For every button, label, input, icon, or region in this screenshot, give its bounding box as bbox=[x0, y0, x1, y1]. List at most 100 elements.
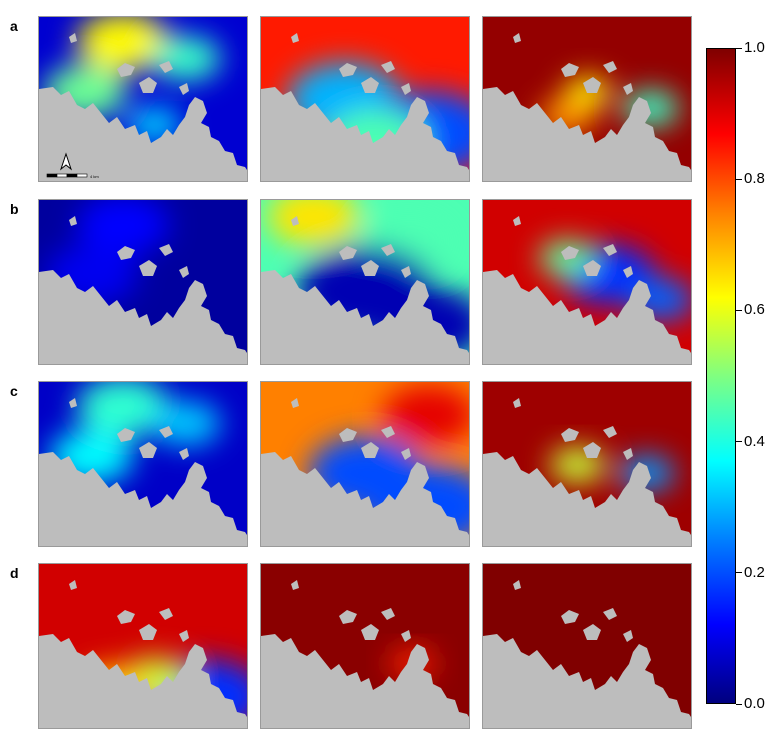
land-mass bbox=[261, 87, 469, 181]
island bbox=[179, 83, 189, 95]
island bbox=[139, 260, 157, 276]
island bbox=[561, 63, 579, 77]
island bbox=[603, 61, 617, 73]
island bbox=[401, 83, 411, 95]
land-mass bbox=[261, 270, 469, 364]
island bbox=[603, 608, 617, 620]
colorbar-tick bbox=[736, 441, 742, 443]
heatmap-hotspot bbox=[382, 385, 469, 446]
land-mass bbox=[39, 452, 247, 546]
island bbox=[69, 33, 77, 43]
island bbox=[339, 63, 357, 77]
colorbar-tick bbox=[736, 47, 742, 49]
land-mass bbox=[39, 87, 247, 181]
scale-bar-label: 4 km bbox=[90, 174, 99, 179]
heatmap-panel-b2 bbox=[260, 199, 470, 365]
island bbox=[513, 580, 521, 590]
heatmap-hotspot bbox=[76, 382, 170, 437]
heatmap-hotspot bbox=[151, 36, 221, 81]
island bbox=[69, 216, 77, 226]
island bbox=[339, 246, 357, 260]
island bbox=[291, 398, 299, 408]
island bbox=[159, 244, 173, 256]
heatmap-hotspot bbox=[267, 200, 360, 247]
island bbox=[583, 77, 601, 93]
heatmap-hotspot bbox=[76, 17, 170, 72]
island bbox=[401, 266, 411, 278]
land-mass bbox=[39, 270, 247, 364]
heatmap-panel-a3 bbox=[482, 16, 692, 182]
colorbar-tick-label: 0.2 bbox=[744, 563, 765, 581]
colorbar bbox=[706, 48, 736, 704]
island bbox=[139, 442, 157, 458]
island bbox=[69, 580, 77, 590]
heatmap-hotspot bbox=[151, 401, 221, 446]
colorbar-tick-label: 0.8 bbox=[744, 170, 765, 188]
heatmap-hotspot bbox=[76, 200, 170, 255]
scale-bar-segment bbox=[56, 173, 68, 178]
land-mass bbox=[483, 87, 691, 181]
island bbox=[179, 266, 189, 278]
island bbox=[339, 610, 357, 624]
island bbox=[561, 428, 579, 442]
island bbox=[117, 63, 135, 77]
land-mass bbox=[483, 452, 691, 546]
heatmap-panel-c2 bbox=[260, 381, 470, 547]
scale-bar-segment bbox=[46, 173, 58, 178]
island bbox=[583, 260, 601, 276]
row-label-b: b bbox=[10, 201, 19, 217]
island bbox=[179, 448, 189, 460]
island bbox=[513, 398, 521, 408]
colorbar-tick-label: 1.0 bbox=[744, 39, 765, 56]
island bbox=[513, 33, 521, 43]
island bbox=[623, 630, 633, 642]
island bbox=[117, 246, 135, 260]
colorbar-tick bbox=[736, 178, 742, 180]
north-arrow-icon bbox=[59, 152, 73, 171]
island bbox=[381, 426, 395, 438]
island bbox=[381, 244, 395, 256]
island bbox=[159, 608, 173, 620]
island bbox=[603, 244, 617, 256]
heatmap-panel-d3 bbox=[482, 563, 692, 729]
island bbox=[139, 624, 157, 640]
island bbox=[117, 428, 135, 442]
island bbox=[623, 448, 633, 460]
scale-bar-segment bbox=[76, 173, 88, 178]
island bbox=[361, 260, 379, 276]
island bbox=[291, 33, 299, 43]
island bbox=[291, 216, 299, 226]
island bbox=[623, 266, 633, 278]
heatmap-panel-a2 bbox=[260, 16, 470, 182]
island bbox=[361, 624, 379, 640]
heatmap-panel-c1 bbox=[38, 381, 248, 547]
island bbox=[159, 426, 173, 438]
island bbox=[117, 610, 135, 624]
heatmap-panel-d1 bbox=[38, 563, 248, 729]
land-mass bbox=[39, 634, 247, 728]
colorbar-tick-label: 0.0 bbox=[744, 695, 765, 712]
island bbox=[291, 580, 299, 590]
island bbox=[561, 246, 579, 260]
heatmap-panel-d2 bbox=[260, 563, 470, 729]
heatmap-panel-a1: 4 km bbox=[38, 16, 248, 182]
island bbox=[561, 610, 579, 624]
island bbox=[139, 77, 157, 93]
colorbar-tick bbox=[736, 309, 742, 311]
land-mass bbox=[261, 634, 469, 728]
island bbox=[401, 630, 411, 642]
island bbox=[583, 442, 601, 458]
colorbar-tick-label: 0.6 bbox=[744, 301, 765, 319]
land-mass bbox=[261, 452, 469, 546]
island bbox=[583, 624, 601, 640]
island bbox=[159, 61, 173, 73]
colorbar-tick-label: 0.4 bbox=[744, 432, 765, 450]
colorbar-tick bbox=[736, 572, 742, 574]
land-mass bbox=[483, 634, 691, 728]
row-label-a: a bbox=[10, 18, 18, 34]
island bbox=[381, 61, 395, 73]
island bbox=[381, 608, 395, 620]
heatmap-panel-b3 bbox=[482, 199, 692, 365]
row-label-c: c bbox=[10, 383, 18, 399]
island bbox=[179, 630, 189, 642]
